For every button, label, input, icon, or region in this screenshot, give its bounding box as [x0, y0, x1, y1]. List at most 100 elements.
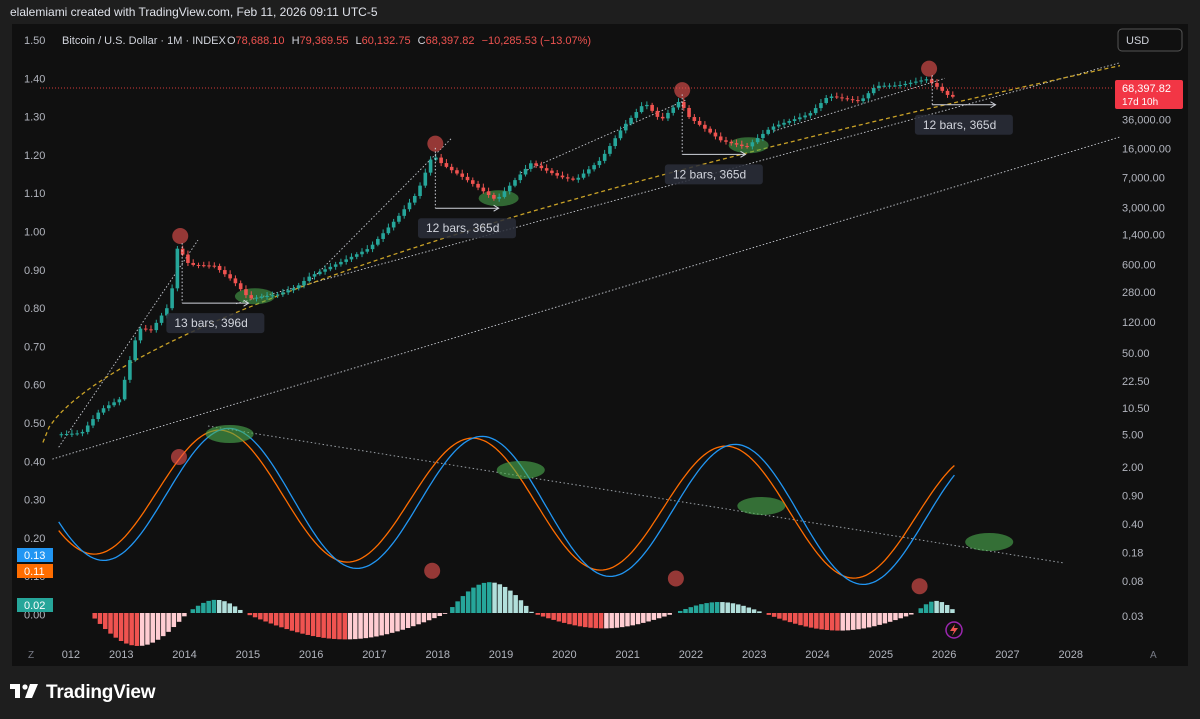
- price-axis-tick: 0.03: [1122, 611, 1143, 623]
- left-axis-tick: 1.20: [24, 150, 45, 162]
- candle-body: [866, 93, 871, 99]
- candle-body: [149, 329, 153, 331]
- histogram-bar: [929, 601, 934, 613]
- measure-arrow: [740, 150, 747, 158]
- candle-body: [312, 274, 317, 277]
- histogram-bar: [918, 608, 924, 613]
- time-axis-tick: 2025: [869, 649, 893, 661]
- trend-line: [58, 239, 199, 448]
- candle-body: [244, 289, 248, 296]
- candle-body: [212, 265, 217, 267]
- histogram-bar: [614, 613, 620, 628]
- candle-body: [318, 271, 322, 275]
- candle-body: [518, 174, 523, 181]
- candle-body: [845, 98, 850, 100]
- candle-body: [165, 308, 169, 316]
- candle-body: [418, 185, 422, 196]
- candle-body: [903, 83, 908, 86]
- z-toggle-icon[interactable]: Z: [28, 650, 34, 661]
- change-value: −10,285.53 (−13.07%): [482, 35, 591, 47]
- candle-body: [729, 141, 734, 144]
- chart-panel[interactable]: 1.50 1.40 1.30 1.20 1.10 1.00 0.90 0.80 0.70 0.60…: [12, 24, 1188, 666]
- histogram-bar: [950, 609, 955, 613]
- histogram-bar: [751, 609, 757, 613]
- histogram-bar: [662, 613, 667, 617]
- candle-body: [117, 399, 122, 403]
- candle-body: [623, 123, 628, 131]
- oscillator-low-marker: [667, 570, 684, 587]
- price-axis-tick: 0.08: [1122, 576, 1143, 588]
- histogram-bar: [683, 608, 688, 613]
- histogram-bar: [798, 613, 803, 626]
- candle-body: [945, 90, 950, 95]
- histogram-bar: [171, 613, 177, 628]
- candle-body: [354, 254, 359, 257]
- time-axis-tick: 2017: [362, 649, 386, 661]
- left-axis-tick: 0.90: [24, 265, 45, 277]
- price-axis-tick: 22.50: [1122, 376, 1150, 388]
- candle-body: [776, 124, 781, 127]
- price-axis-tick: 120.00: [1122, 317, 1156, 329]
- histogram-bar: [641, 613, 646, 623]
- histogram-bar: [487, 582, 492, 613]
- cycle-top-marker: [674, 82, 691, 99]
- histogram-bar: [677, 610, 683, 613]
- candle-body: [507, 185, 512, 192]
- oscillator-low-marker: [170, 449, 187, 465]
- price-chart[interactable]: 1.50 1.40 1.30 1.20 1.10 1.00 0.90 0.80 0.70 0.60…: [12, 24, 1188, 666]
- candle-body: [360, 251, 364, 255]
- histogram-bar: [437, 613, 442, 617]
- left-axis-tick: 1.10: [24, 188, 45, 200]
- histogram-bar: [455, 601, 460, 613]
- open-value: 78,688.10: [236, 35, 285, 47]
- histogram-bar: [92, 613, 97, 619]
- histogram-bar: [771, 613, 777, 617]
- histogram-bar: [646, 613, 651, 622]
- histogram-bar: [725, 602, 730, 613]
- histogram-bar: [326, 613, 332, 639]
- histogram-bar: [190, 609, 196, 613]
- price-axis-tick: 16,000.00: [1122, 143, 1171, 155]
- histogram-bar: [856, 613, 861, 630]
- currency-button[interactable]: USD: [1117, 28, 1183, 52]
- candle-body: [871, 87, 876, 94]
- candle-body: [412, 195, 417, 203]
- histogram-bar: [625, 613, 630, 627]
- histogram-bar: [714, 602, 720, 613]
- measure-label: 12 bars, 365d: [673, 167, 746, 181]
- histogram-bar: [803, 613, 809, 627]
- histogram-bar: [421, 613, 427, 623]
- candle-body: [59, 434, 64, 436]
- histogram-bar: [518, 600, 524, 613]
- lightning-icon[interactable]: [945, 621, 963, 639]
- histogram-bar: [211, 599, 217, 613]
- measure-label-bg: [166, 313, 265, 334]
- candles: [59, 76, 955, 438]
- histogram-bar: [432, 613, 437, 619]
- histogram-bar: [206, 600, 211, 613]
- measure-label-bg: [664, 164, 763, 185]
- time-axis-tick: 2015: [236, 649, 260, 661]
- candle-body: [107, 405, 111, 409]
- candle-body: [333, 264, 338, 267]
- candle-body: [713, 132, 718, 137]
- oscillator-trendline: [207, 425, 1065, 564]
- histogram-bar: [572, 613, 577, 626]
- candle-body: [323, 269, 327, 272]
- histogram-bar: [814, 613, 819, 629]
- histogram-bar: [273, 613, 279, 626]
- candle-body: [697, 120, 702, 125]
- candle-body: [645, 104, 649, 107]
- auto-scale-icon[interactable]: A: [1150, 650, 1157, 661]
- histogram-bar: [166, 613, 171, 632]
- histogram-bar: [882, 613, 888, 624]
- candle-body: [175, 248, 180, 289]
- candle-body: [676, 101, 681, 108]
- histogram-bar: [861, 613, 867, 629]
- candle-body: [750, 142, 755, 147]
- candle-body: [819, 103, 823, 109]
- histogram-bar: [593, 613, 599, 629]
- histogram-bar: [508, 590, 513, 613]
- candle-body: [597, 160, 602, 166]
- candle-body: [302, 280, 306, 286]
